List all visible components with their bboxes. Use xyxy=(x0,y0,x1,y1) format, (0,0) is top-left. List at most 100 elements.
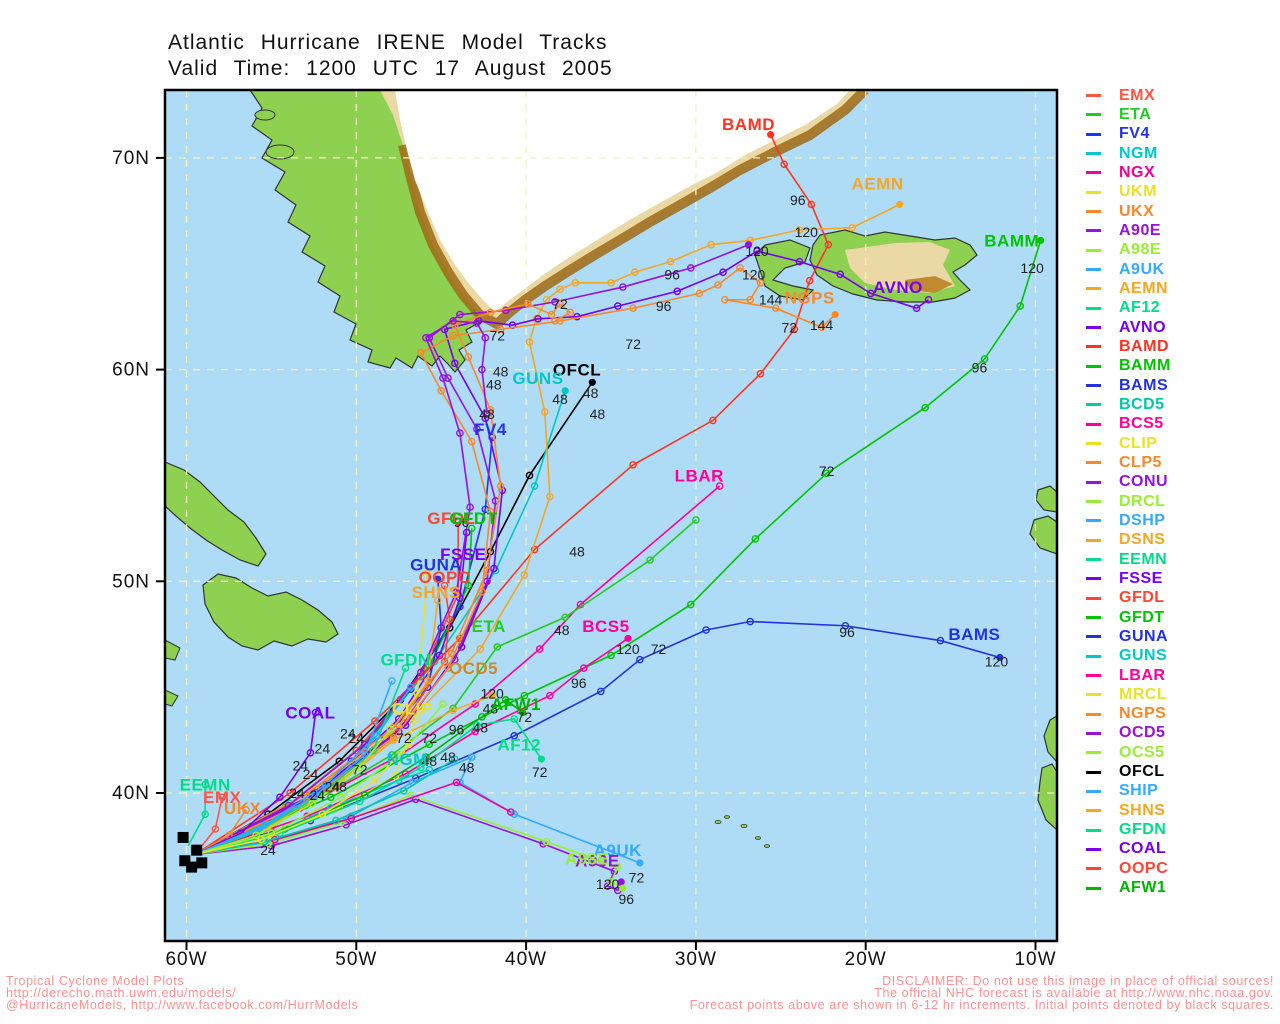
track-point-bamd xyxy=(824,240,833,249)
legend-dash-icon xyxy=(1086,731,1101,735)
track-point-bamd xyxy=(807,200,816,209)
hour-label: 120 xyxy=(596,876,620,892)
track-point-ocd5 xyxy=(473,319,481,327)
track-label-ngm: NGM xyxy=(387,750,428,769)
track-point-ocd5 xyxy=(481,334,490,342)
legend-dash-icon xyxy=(1086,326,1101,330)
track-point-ngx xyxy=(507,808,515,816)
track-point-clp5 xyxy=(556,300,564,308)
legend-dash-icon xyxy=(1086,751,1101,755)
track-point-mrcl xyxy=(318,810,327,818)
track-point-ngps xyxy=(714,281,722,289)
legend-item-eemn: EEMN xyxy=(1086,550,1276,569)
britain-land xyxy=(1029,515,1057,555)
legend-dash-icon xyxy=(1086,364,1101,368)
track-label-coal: COAL xyxy=(285,704,335,723)
model-tracks xyxy=(187,131,1045,895)
legend-dash-icon xyxy=(1086,635,1101,639)
newfoundland-land xyxy=(202,573,339,651)
track-point-bamm xyxy=(520,691,529,700)
track-point-avno xyxy=(673,287,682,296)
legend-label: OCS5 xyxy=(1119,743,1165,761)
hour-label: 120 xyxy=(742,266,766,282)
track-label-bamm: BAMM xyxy=(984,231,1039,250)
legend-label: LBAR xyxy=(1119,666,1166,684)
track-point-afw1 xyxy=(501,696,510,704)
legend-dash-icon xyxy=(1086,770,1101,774)
track-label-shns: SHNS xyxy=(411,583,460,602)
hour-label: 24 xyxy=(289,785,305,801)
track-point-bams xyxy=(702,626,710,634)
track-label-ukx: UKX xyxy=(224,799,262,818)
hour-label: 48 xyxy=(583,385,599,401)
track-point-avno xyxy=(795,257,804,266)
hour-label: 24 xyxy=(292,757,308,773)
greenland-brown-band xyxy=(398,90,869,331)
track-point-ocs5 xyxy=(337,793,345,802)
legend-label: GFDT xyxy=(1119,608,1165,626)
track-point-bcd5 xyxy=(450,755,459,763)
track-label-aemn: AEMN xyxy=(852,174,904,193)
hour-label: 72 xyxy=(396,730,412,746)
track-point-afw1 xyxy=(519,708,527,717)
initial-points xyxy=(177,831,208,873)
track-label-emx: EMX xyxy=(203,788,242,807)
legend-item-ship: SHIP xyxy=(1086,782,1276,801)
track-point-ngps xyxy=(756,279,765,287)
hour-label: 48 xyxy=(554,622,570,638)
coast-island-1 xyxy=(165,639,181,661)
track-point-bamm xyxy=(822,469,831,478)
footer-row-2: http://derecho.math.uwm.edu/models/ The … xyxy=(6,987,1274,1000)
track-point-ngps xyxy=(695,289,704,298)
legend-label: CONU xyxy=(1119,473,1169,491)
legend-label: EMX xyxy=(1119,86,1156,104)
legend-item-fv4: FV4 xyxy=(1086,125,1276,144)
legend-dash-icon xyxy=(1086,345,1101,349)
plot-title: Atlantic Hurricane IRENE Model Tracks Va… xyxy=(168,30,613,82)
legend-dash-icon xyxy=(1086,422,1101,426)
track-point-ngps xyxy=(817,323,826,332)
hour-label: 24 xyxy=(325,779,341,795)
footer-credit-line1: Tropical Cyclone Model Plots xyxy=(6,974,185,988)
track-point-avno xyxy=(924,295,933,304)
legend-item-gfdt: GFDT xyxy=(1086,608,1276,627)
legend-label: BAMS xyxy=(1119,376,1169,394)
track-bams xyxy=(194,620,1001,856)
legend-label: FSSE xyxy=(1119,569,1163,587)
track-point-avno xyxy=(490,564,498,573)
track-point-fsse xyxy=(456,594,464,603)
model-name-labels: BAMDAEMNBAMMAVNONGPSLBAROFCLGUNSFV4GFDLG… xyxy=(180,115,1039,871)
legend-dash-icon xyxy=(1086,384,1101,388)
track-label-fv4: FV4 xyxy=(474,420,507,439)
legend-dash-icon xyxy=(1086,461,1101,465)
iberia-west-land xyxy=(1037,763,1057,831)
track-point-bams xyxy=(510,732,519,740)
track-point-dsns xyxy=(389,736,398,744)
track-point-conu xyxy=(619,283,627,291)
legend-item-ocs5: OCS5 xyxy=(1086,743,1276,762)
track-point-aemn xyxy=(540,408,549,416)
track-point-bams xyxy=(841,621,850,630)
hour-label: 24 xyxy=(315,741,331,757)
track-point-avno xyxy=(481,414,490,423)
legend-dash-icon xyxy=(1086,654,1101,658)
track-label-avno: AVNO xyxy=(873,278,923,297)
lon-tick-label: 20W xyxy=(845,949,887,970)
track-label-afw1: AFW1 xyxy=(491,695,541,714)
hour-label: 120 xyxy=(480,686,504,702)
legend-label: EEMN xyxy=(1119,550,1168,568)
legend-item-ukx: UKX xyxy=(1086,202,1276,221)
legend-label: ETA xyxy=(1119,105,1152,123)
track-point-avno xyxy=(836,270,845,279)
axis-ticks xyxy=(156,156,1037,950)
track-point-coal xyxy=(311,708,320,717)
track-point-bams xyxy=(636,655,644,664)
track-point-clp5 xyxy=(566,308,575,317)
track-label-guna: GUNA xyxy=(410,555,462,574)
track-point-gfdt xyxy=(467,524,476,533)
track-point-avno xyxy=(450,359,459,368)
track-point-afw1 xyxy=(422,753,430,761)
legend-dash-icon xyxy=(1086,558,1101,562)
hour-label: 72 xyxy=(517,709,533,725)
legend-item-ngps: NGPS xyxy=(1086,705,1276,724)
